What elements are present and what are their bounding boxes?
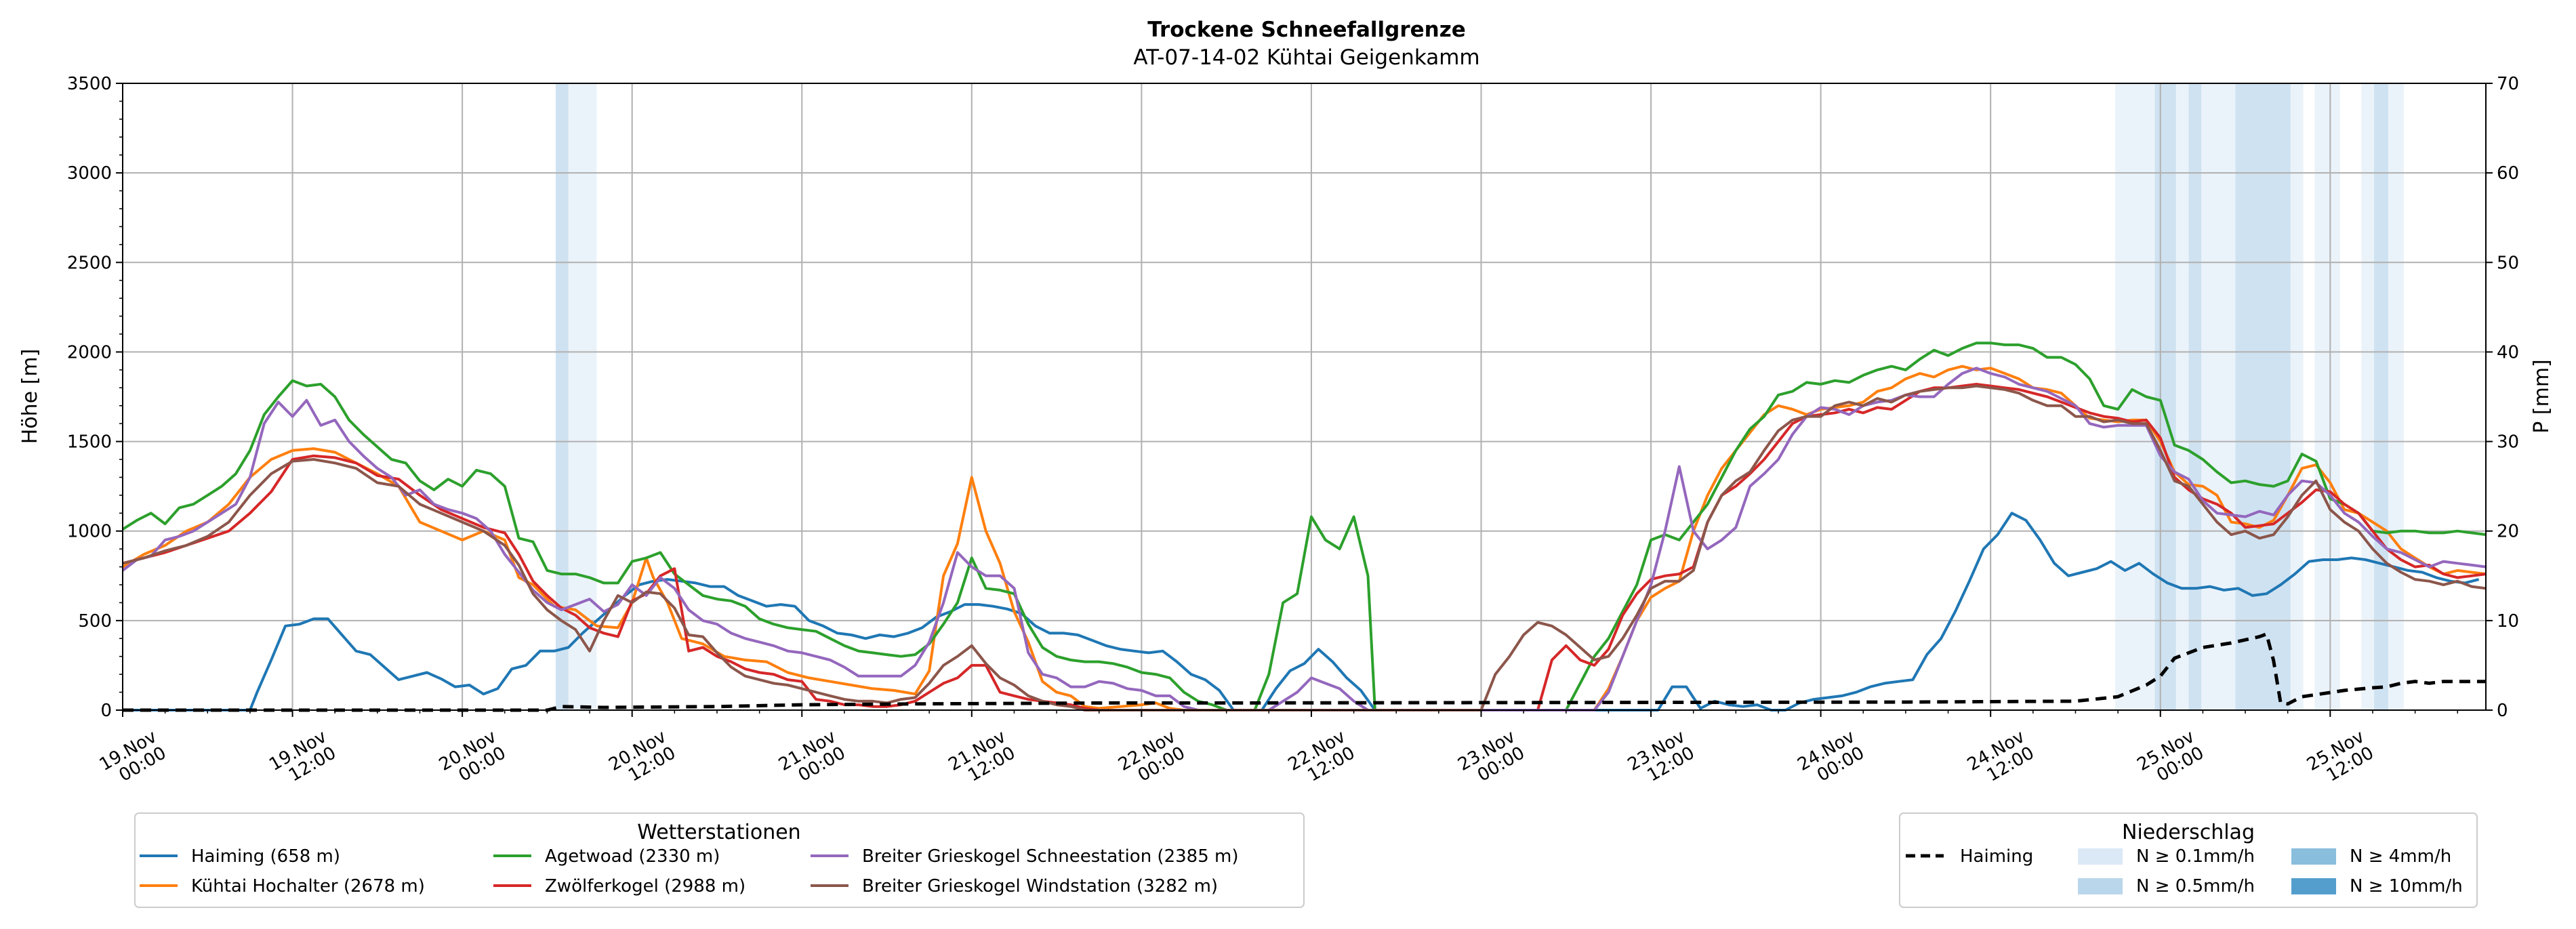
- y-tick-label: 3500: [67, 74, 112, 94]
- precip-band: [2290, 83, 2304, 710]
- station-legend-items: Haiming (658 m) Kühtai Hochalter (2678 m)…: [140, 846, 1238, 896]
- y2-tick-label: 10: [2497, 611, 2519, 632]
- precip-band: [2201, 83, 2236, 710]
- series-line: [121, 342, 2487, 711]
- series-line: [122, 384, 2487, 711]
- legend-band-label: N ≥ 0.5mm/h: [2136, 876, 2255, 896]
- y2-tick-label: 0: [2497, 701, 2508, 721]
- station-legend-frame: [134, 812, 1305, 908]
- plot-frame: [122, 83, 2487, 711]
- series-line: [121, 367, 2487, 711]
- legend-band-swatch: [2291, 848, 2336, 865]
- legend-band-label: N ≥ 0.1mm/h: [2136, 846, 2255, 867]
- legend-band-swatch: [2078, 878, 2123, 894]
- y-tick-label: 1500: [67, 432, 112, 453]
- y2-tick-label: 20: [2497, 522, 2519, 542]
- series-line: [123, 512, 2480, 711]
- precip-band: [2388, 83, 2404, 710]
- precip-legend-title: Niederschlag: [2122, 821, 2255, 844]
- y-tick-label: 500: [78, 611, 112, 632]
- precip-band: [2175, 83, 2189, 710]
- y2-tick-label: 60: [2497, 163, 2519, 184]
- legend-band-swatch: [2291, 878, 2336, 894]
- y2-tick-label: 50: [2497, 253, 2519, 273]
- y-tick-label: 2000: [67, 342, 112, 363]
- y-tick-label: 0: [100, 701, 112, 721]
- precipitation-line: [123, 632, 2486, 712]
- precip-band: [2235, 83, 2291, 710]
- legend-label: Zwölferkogel (2988 m): [545, 876, 745, 896]
- series-lines: [121, 342, 2487, 711]
- legend-label: Breiter Grieskogel Windstation (3282 m): [862, 876, 1218, 896]
- legend-band-swatch: [2078, 848, 2123, 865]
- legend-precip-label: Haiming: [1960, 846, 2033, 867]
- y-tick-label: 1000: [67, 522, 112, 542]
- legend-label: Kühtai Hochalter (2678 m): [191, 876, 425, 896]
- y2-tick-label: 30: [2497, 432, 2519, 453]
- station-legend: Wetterstationen Haiming (658 m) Kühtai Ho…: [134, 812, 1305, 908]
- y2-axis-title: P [mm]: [2530, 359, 2554, 433]
- legend-label: Agetwoad (2330 m): [545, 846, 720, 867]
- precip-band: [2188, 83, 2202, 710]
- station-legend-title: Wetterstationen: [637, 821, 800, 844]
- y-axis-title: Höhe [m]: [18, 349, 42, 445]
- chart-title: Trockene Schneefallgrenze: [1147, 18, 1466, 42]
- chart-subtitle: AT-07-14-02 Kühtai Geigenkamm: [1133, 45, 1479, 70]
- x-tick-label: 22.Nov12:00: [1285, 726, 1359, 791]
- y2-tick-label: 70: [2497, 74, 2519, 94]
- precip-legend-items: Haiming N ≥ 0.1mm/h N ≥ 0.5mm/h N ≥ 4mm/h N …: [1906, 846, 2463, 896]
- precip-band: [555, 83, 569, 710]
- legend-label: Haiming (658 m): [191, 846, 340, 867]
- legend-label: Breiter Grieskogel Schneestation (2385 m…: [862, 846, 1238, 867]
- precip-legend: Niederschlag Haiming N ≥ 0.1mm/h N ≥ 0.5mm…: [1899, 812, 2478, 908]
- precip-band: [2314, 83, 2340, 710]
- y-tick-label: 3000: [67, 163, 112, 184]
- precip-series-line: [123, 632, 2486, 712]
- legend-band-label: N ≥ 10mm/h: [2350, 876, 2463, 896]
- y2-tick-label: 40: [2497, 342, 2519, 363]
- y-tick-label: 2500: [67, 253, 112, 273]
- legend-band-label: N ≥ 4mm/h: [2350, 846, 2451, 867]
- precip-band: [2154, 83, 2176, 710]
- precip-band: [2361, 83, 2375, 710]
- precip-band: [2374, 83, 2388, 710]
